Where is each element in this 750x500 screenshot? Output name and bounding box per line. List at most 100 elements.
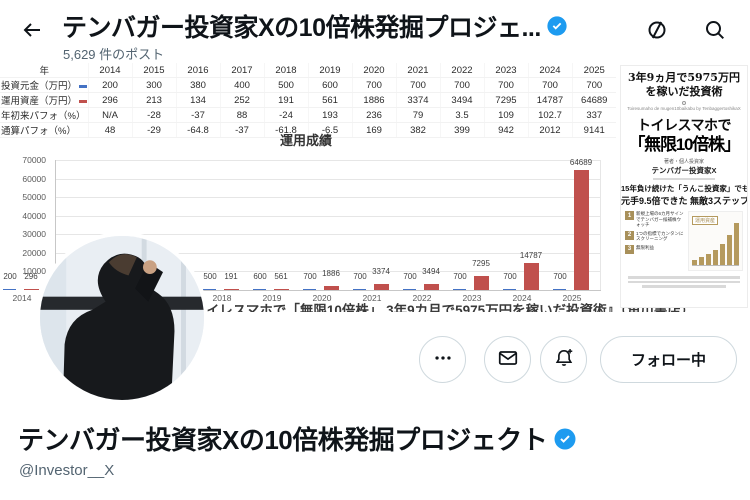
search-icon (703, 18, 727, 45)
table-cell: 252 (220, 93, 264, 108)
chart-value-label: 7295 (461, 259, 501, 268)
table-cell: 2024 (528, 63, 572, 78)
chart-bar-assets (524, 263, 539, 290)
chart-bar-principal (403, 289, 416, 291)
grok-button[interactable] (643, 17, 671, 45)
table-row-header: 投資元金（万円） (0, 78, 88, 93)
chart-value-label: 700 (340, 272, 380, 281)
verified-badge-icon (546, 15, 568, 37)
chart-bar-assets (574, 170, 589, 290)
table-row-header: 年初来パフォ（%） (0, 108, 88, 123)
table-row-header: 運用資産（万円） (0, 93, 88, 108)
chart-gridline (55, 160, 600, 161)
table-cell: 2022 (440, 63, 484, 78)
table-cell: 2019 (308, 63, 352, 78)
chart-title: 運用成績 (0, 130, 612, 149)
chart-gridline (55, 216, 600, 217)
more-button[interactable] (419, 336, 466, 383)
envelope-icon (497, 347, 519, 372)
book-band-line2: 元手9.5倍できた 無敵3ステップ (621, 194, 747, 207)
chart-value-label: 3374 (361, 267, 401, 276)
book-title-line1: トイレスマホで (621, 115, 747, 135)
table-cell: 193 (308, 108, 352, 123)
table-cell: 380 (176, 78, 220, 93)
table-cell: 236 (352, 108, 396, 123)
table-cell: 3374 (396, 93, 440, 108)
book-mini-bar (734, 223, 739, 265)
book-romaji: Toiresumaho de mugen10baikabu by Tenbagg… (621, 106, 747, 112)
book-step-number: 1 (625, 211, 634, 220)
book-mini-bar (706, 254, 711, 265)
back-arrow-icon (20, 18, 44, 45)
book-top-line2: を稼いだ投資術 (621, 85, 747, 99)
chart-bar-principal (453, 289, 466, 291)
table-cell: 191 (264, 93, 308, 108)
table-cell: 64689 (572, 93, 616, 108)
avatar-photo (40, 236, 204, 400)
book-mini-bar (713, 250, 718, 265)
top-header: テンバガー投資家Xの10倍株発掘プロジェ... 5,629 件のポスト (0, 0, 750, 62)
book-step: 1新規上場の6カ月サインでテンバガー候補株ウォッチ (625, 211, 685, 228)
chart-gridline (55, 179, 600, 180)
table-cell: 3494 (440, 93, 484, 108)
book-step: 21つの指標でカンタンにスクリーニング (625, 231, 685, 242)
profile-handle: @Investor__X (19, 462, 114, 479)
table-cell: 700 (484, 78, 528, 93)
book-mini-chart: 運用資産 (688, 211, 743, 271)
table-row: 年初来パフォ（%）N/A-28-3788-24193236793.5109102… (0, 108, 616, 123)
performance-table: 年201420152016201720182019202020212022202… (0, 63, 616, 138)
chart-value-label: 14787 (511, 251, 551, 260)
table-cell: 337 (572, 108, 616, 123)
table-cell: 700 (528, 78, 572, 93)
chart-value-label: 700 (390, 272, 430, 281)
table-cell: 2014 (88, 63, 132, 78)
table-cell: -28 (132, 108, 176, 123)
book-step-text: 新規上場の6カ月サインでテンバガー候補株ウォッチ (636, 211, 685, 228)
chart-value-label: 561 (261, 272, 301, 281)
book-author-small: 著者・個人投資家 (621, 158, 747, 165)
chart-bar-principal (3, 289, 16, 291)
chart-value-label: 200 (0, 272, 30, 281)
table-cell: 2025 (572, 63, 616, 78)
book-deco-bar (653, 178, 715, 181)
table-cell: 700 (572, 78, 616, 93)
chart-value-label: 700 (440, 272, 480, 281)
chart-bar-assets (374, 284, 389, 290)
header-title: テンバガー投資家Xの10倍株発掘プロジェ... (62, 8, 541, 44)
book-mini-bar (699, 257, 704, 265)
chart-ytick-label: 50000 (0, 192, 46, 202)
table-cell: 296 (88, 93, 132, 108)
book-deco-bar (628, 281, 740, 284)
book-step-text: 無限利益 (636, 245, 654, 254)
chart-bar-principal (203, 289, 216, 291)
chart-bar-assets (424, 284, 439, 290)
chart-bar-assets (224, 289, 239, 291)
more-icon (432, 347, 454, 372)
chart-ytick-label: 30000 (0, 229, 46, 239)
chart-bar-principal (353, 289, 366, 291)
message-button[interactable] (484, 336, 531, 383)
book-step-list: 1新規上場の6カ月サインでテンバガー候補株ウォッチ 21つの指標でカンタンにスクリ… (625, 211, 685, 271)
table-cell: 1886 (352, 93, 396, 108)
notifications-button[interactable] (540, 336, 587, 383)
table-cell: 79 (396, 108, 440, 123)
chart-value-label: 700 (290, 272, 330, 281)
chart-bar-assets (474, 276, 489, 290)
book-mini-bar (720, 244, 725, 265)
table-cell: 2023 (484, 63, 528, 78)
legend-swatch (79, 100, 87, 103)
profile-avatar[interactable] (36, 232, 208, 404)
search-button[interactable] (701, 17, 729, 45)
table-cell: 2016 (176, 63, 220, 78)
following-button[interactable]: フォロー中 (600, 336, 737, 383)
back-button[interactable] (14, 13, 50, 49)
table-cell: 2018 (264, 63, 308, 78)
table-row-header: 年 (0, 63, 88, 78)
chart-ytick-label: 70000 (0, 155, 46, 165)
table-cell: 2017 (220, 63, 264, 78)
table-cell: 561 (308, 93, 352, 108)
book-step-number: 2 (625, 231, 634, 240)
table-cell: 88 (220, 108, 264, 123)
book-deco-bar (642, 285, 726, 288)
table-row: 年201420152016201720182019202020212022202… (0, 63, 616, 78)
